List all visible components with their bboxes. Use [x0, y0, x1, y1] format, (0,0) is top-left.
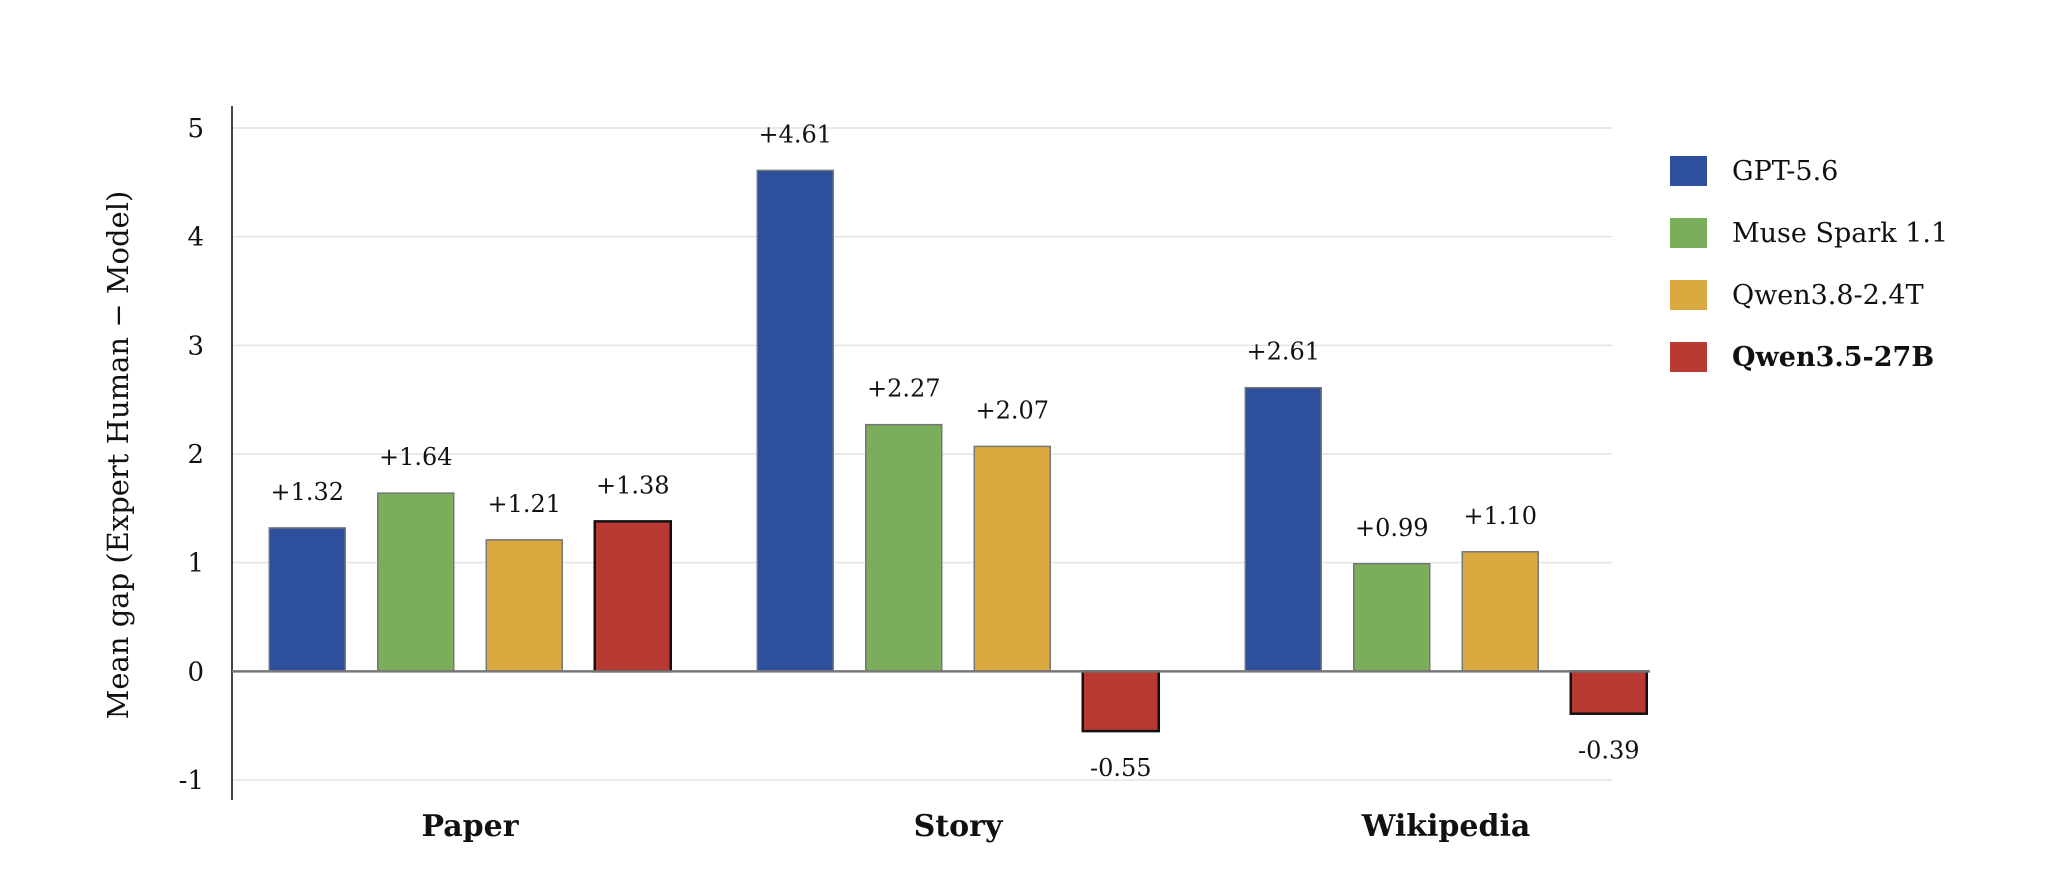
legend-swatch — [1670, 280, 1707, 310]
value-labels: +1.32 +4.61 +2.61 +1.64 +2.27 +0.99 +1.21 +2.07… — [270, 120, 1639, 782]
bar — [1244, 386, 1322, 673]
bar — [593, 520, 672, 673]
data-label: +2.07 — [975, 396, 1049, 424]
y-tick-label: 5 — [187, 114, 204, 144]
y-tick-label: 4 — [187, 223, 204, 253]
data-label: +2.27 — [867, 375, 941, 403]
y-tick-label: 0 — [187, 657, 204, 687]
legend-label: Muse Spark 1.1 — [1732, 218, 1948, 249]
x-tick-label: Wikipedia — [1361, 809, 1531, 844]
legend: GPT-5.6 Muse Spark 1.1 Qwen3.8-2.4T Qwen3.5… — [1670, 156, 1948, 373]
data-label: +2.61 — [1246, 338, 1320, 366]
legend-swatch — [1670, 342, 1707, 372]
bar — [1569, 670, 1648, 715]
bar — [865, 423, 943, 673]
bar — [268, 527, 346, 673]
bar — [1353, 563, 1431, 673]
data-label: +0.99 — [1355, 514, 1429, 542]
data-label: -0.39 — [1578, 737, 1640, 765]
y-tick-label: 3 — [187, 331, 204, 361]
legend-swatch — [1670, 156, 1707, 186]
data-label: +1.10 — [1463, 502, 1537, 530]
legend-label: GPT-5.6 — [1732, 156, 1838, 187]
data-label: +4.61 — [758, 120, 832, 148]
legend-swatch — [1670, 218, 1707, 248]
y-tick-label: -1 — [179, 766, 204, 796]
bar — [1461, 551, 1539, 673]
axes: 5 4 3 2 1 0 -1 Paper Story Wikipedia — [179, 106, 1650, 844]
x-tick-label: Story — [914, 809, 1004, 844]
y-tick-label: 2 — [187, 440, 204, 470]
data-label: -0.55 — [1090, 754, 1152, 782]
data-label: +1.21 — [487, 490, 561, 518]
data-label: +1.38 — [596, 471, 670, 499]
bar — [377, 492, 455, 673]
data-label: +1.32 — [270, 478, 344, 506]
data-label: +1.64 — [379, 443, 453, 471]
legend-label: Qwen3.8-2.4T — [1732, 280, 1924, 311]
y-axis-title: Mean gap (Expert Human − Model) — [101, 191, 135, 720]
bar — [485, 539, 563, 673]
x-tick-label: Paper — [421, 809, 519, 844]
bar — [1081, 670, 1160, 733]
bar — [973, 445, 1051, 673]
y-tick-label: 1 — [187, 549, 204, 579]
legend-label: Qwen3.5-27B — [1732, 342, 1934, 373]
bar — [756, 169, 834, 673]
bars — [268, 169, 1648, 733]
